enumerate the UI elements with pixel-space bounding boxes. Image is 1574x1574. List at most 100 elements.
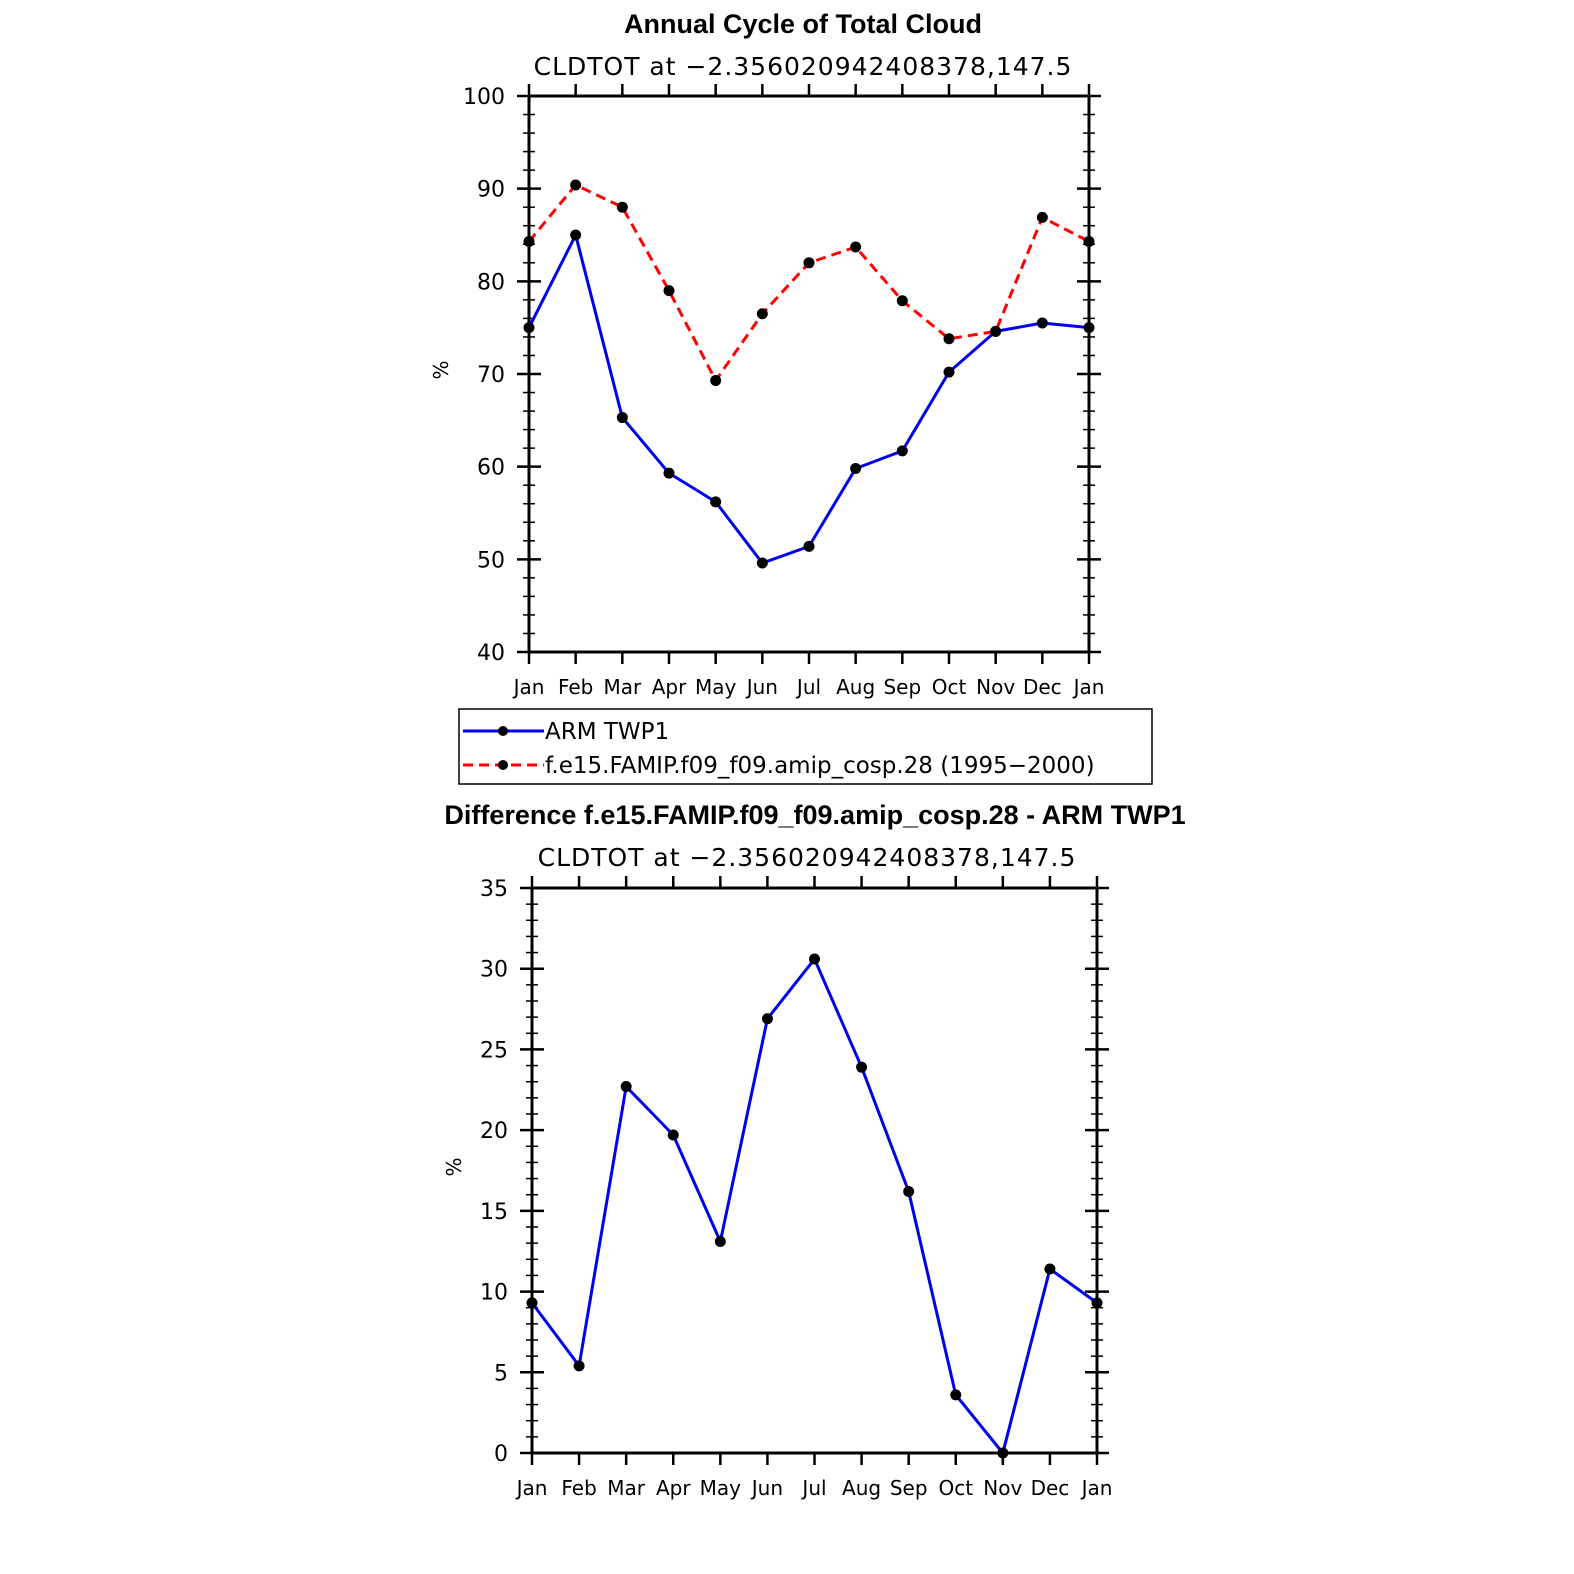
y-tick-label: 60 — [477, 456, 505, 481]
series-layer — [526, 953, 1103, 1459]
data-point — [756, 557, 768, 569]
chart-subtitle: CLDTOT at −2.356020942408378,147.5 — [538, 843, 1077, 872]
chart-subtitle: CLDTOT at −2.356020942408378,147.5 — [534, 52, 1073, 81]
data-point — [616, 201, 628, 213]
data-point — [997, 1447, 1009, 1459]
y-tick-label: 0 — [494, 1442, 508, 1467]
data-point — [710, 496, 722, 508]
data-point — [1036, 211, 1048, 223]
x-tick-label: Aug — [836, 675, 875, 699]
plot-frame — [527, 94, 1091, 654]
data-point — [663, 285, 675, 297]
x-tick-label: Jan — [1072, 675, 1105, 699]
data-point — [803, 257, 815, 269]
series-line-0 — [530, 957, 1098, 1455]
data-point — [950, 1389, 962, 1401]
annual-cycle-chart: Annual Cycle of Total Cloud CLDTOT at −2… — [429, 9, 1104, 699]
legend-marker-arm — [498, 726, 508, 736]
data-point — [943, 366, 955, 378]
x-tick-label: Jul — [800, 1476, 826, 1500]
x-tick-label: Oct — [938, 1476, 973, 1500]
data-point — [803, 540, 815, 552]
x-tick-label: Dec — [1023, 675, 1062, 699]
data-point — [1083, 235, 1095, 247]
x-tick-label: Jul — [795, 675, 821, 699]
y-tick-label: 80 — [477, 270, 505, 295]
x-tick-label: May — [695, 675, 737, 699]
series-layer — [523, 179, 1095, 569]
x-tick-label: Mar — [603, 675, 642, 699]
legend: ARM TWP1 f.e15.FAMIP.f09_f09.amip_cosp.2… — [458, 708, 1153, 785]
x-tick-label: Jan — [1080, 1476, 1113, 1500]
data-point — [523, 322, 535, 334]
y-tick-label: 70 — [477, 363, 505, 388]
x-tick-label: Sep — [883, 675, 921, 699]
x-tick-label: Feb — [561, 1476, 596, 1500]
chart-title: Annual Cycle of Total Cloud — [624, 9, 982, 39]
x-tick-label: Nov — [983, 1476, 1022, 1500]
x-tick-label: Dec — [1031, 1476, 1070, 1500]
x-tick-label: Apr — [656, 1476, 691, 1500]
legend-entry-model: f.e15.FAMIP.f09_f09.amip_cosp.28 (1995−2… — [545, 753, 1095, 779]
y-tick-label: 100 — [463, 85, 505, 110]
data-point — [573, 1360, 585, 1372]
x-tick-label: Nov — [976, 675, 1015, 699]
y-tick-label: 50 — [477, 548, 505, 573]
y-tick-label: 15 — [480, 1200, 508, 1225]
data-point — [903, 1185, 915, 1197]
data-point — [809, 953, 820, 965]
x-tick-label: Oct — [932, 675, 967, 699]
x-tick-label: May — [700, 1476, 742, 1500]
data-point — [523, 235, 535, 247]
data-point — [1091, 1297, 1103, 1309]
data-point — [856, 1061, 868, 1073]
x-tick-label: Feb — [558, 675, 593, 699]
series-line-1 — [527, 183, 1090, 382]
x-tick-label: Mar — [607, 1476, 646, 1500]
difference-chart: Difference f.e15.FAMIP.f09_f09.amip_cosp… — [442, 800, 1186, 1500]
x-tick-label: Jan — [512, 675, 545, 699]
data-point — [570, 179, 582, 191]
y-tick-label: 20 — [480, 1119, 508, 1144]
legend-entry-arm: ARM TWP1 — [545, 719, 669, 745]
data-point — [526, 1297, 538, 1309]
data-point — [667, 1129, 679, 1141]
data-point — [990, 325, 1002, 337]
data-point — [943, 333, 955, 345]
plot-frame — [530, 886, 1099, 1455]
data-point — [663, 467, 675, 479]
y-tick-label: 10 — [480, 1281, 508, 1306]
y-tick-label: 5 — [494, 1361, 508, 1386]
data-point — [620, 1081, 632, 1093]
y-axis-label: % — [429, 360, 453, 379]
y-tick-label: 35 — [480, 877, 508, 902]
axes: Jan Feb Mar Apr May Jun Jul Aug Sep Oct Nov Dec Jan 4… — [463, 84, 1104, 699]
legend-marker-model — [498, 760, 508, 770]
axes: Jan Feb Mar Apr May Jun Jul Aug Sep Oct Nov Dec Jan 0… — [480, 876, 1112, 1500]
x-tick-label: Aug — [842, 1476, 881, 1500]
y-tick-label: 25 — [480, 1038, 508, 1063]
data-point — [1083, 322, 1095, 334]
data-point — [710, 374, 722, 386]
data-point — [850, 241, 862, 253]
y-tick-label: 90 — [477, 178, 505, 203]
data-point — [756, 308, 768, 320]
x-tick-label: Apr — [652, 675, 687, 699]
data-point — [570, 229, 582, 241]
y-tick-label: 30 — [480, 958, 508, 983]
data-point — [896, 445, 908, 457]
data-point — [850, 463, 862, 475]
x-tick-label: Sep — [890, 1476, 928, 1500]
x-tick-label: Jun — [750, 1476, 783, 1500]
series-line-0 — [527, 233, 1090, 565]
y-tick-label: 40 — [477, 641, 505, 666]
data-point — [896, 295, 908, 307]
data-point — [761, 1013, 773, 1025]
data-point — [714, 1236, 726, 1248]
y-axis-label: % — [442, 1157, 466, 1176]
x-tick-label: Jan — [515, 1476, 548, 1500]
chart-title: Difference f.e15.FAMIP.f09_f09.amip_cosp… — [444, 800, 1185, 830]
legend-box — [458, 708, 1153, 785]
data-point — [1036, 317, 1048, 329]
